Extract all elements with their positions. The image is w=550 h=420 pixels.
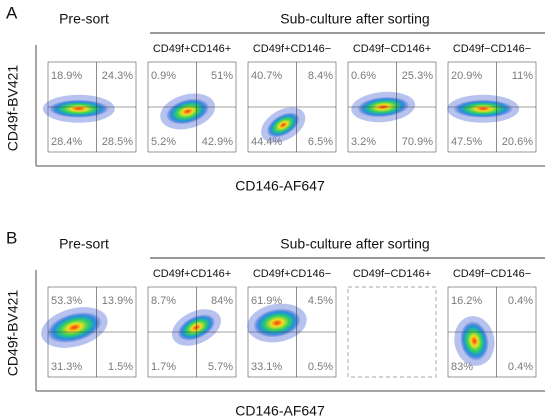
quadrant-percent: 28.4% xyxy=(51,136,82,148)
quadrant-percent: 18.9% xyxy=(51,70,82,82)
plot-title: CD49f−CD146+ xyxy=(353,43,431,55)
quadrant-percent: 28.5% xyxy=(102,136,133,148)
density-core xyxy=(266,112,300,138)
quadrant-percent: 20.6% xyxy=(502,136,533,148)
panel-label: B xyxy=(6,228,17,247)
quadrant-percent: 25.3% xyxy=(402,70,433,82)
y-axis-label: CD49f-BV421 xyxy=(5,290,21,377)
plot-title: CD49f+CD146+ xyxy=(153,268,231,280)
quadrant-percent: 11% xyxy=(512,70,533,82)
subculture-header: Sub-culture after sorting xyxy=(280,236,429,252)
quadrant-percent: 3.2% xyxy=(351,136,376,148)
quadrant-percent: 0.6% xyxy=(351,70,376,82)
density-core xyxy=(453,99,514,118)
quadrant-percent: 24.3% xyxy=(102,70,133,82)
plot-title: CD49f−CD146+ xyxy=(353,268,431,280)
quadrant-percent: 0.4% xyxy=(508,295,533,307)
plot-title: CD49f+CD146+ xyxy=(153,43,231,55)
quadrant-percent: 8.4% xyxy=(308,70,333,82)
density-core xyxy=(166,98,210,125)
subculture-header: Sub-culture after sorting xyxy=(280,11,429,27)
plot-title: CD49f−CD146− xyxy=(453,43,531,55)
quadrant-percent: 13.9% xyxy=(102,295,133,307)
quadrant-percent: 8.7% xyxy=(151,295,176,307)
quadrant-percent: 61.9% xyxy=(251,295,282,307)
quadrant-percent: 0.4% xyxy=(508,361,533,373)
y-axis-label: CD49f-BV421 xyxy=(5,65,21,152)
x-axis-label: CD146-AF647 xyxy=(235,178,325,194)
quadrant-percent: 5.2% xyxy=(151,136,176,148)
quadrant-percent: 33.1% xyxy=(251,361,282,373)
presort-header: Pre-sort xyxy=(59,236,109,252)
quadrant-percent: 40.7% xyxy=(251,70,282,82)
quadrant-percent: 4.5% xyxy=(308,295,333,307)
panel-label: A xyxy=(6,3,18,22)
density-core xyxy=(47,312,102,343)
quadrant-percent: 70.9% xyxy=(402,136,433,148)
quadrant-percent: 51% xyxy=(211,70,233,82)
quadrant-percent: 6.5% xyxy=(308,136,333,148)
x-axis-label: CD146-AF647 xyxy=(235,403,325,419)
quadrant-percent: 0.9% xyxy=(151,70,176,82)
plot-title: CD49f−CD146− xyxy=(453,268,531,280)
quadrant-percent: 42.9% xyxy=(202,136,233,148)
quadrant-percent: 5.7% xyxy=(208,361,233,373)
quadrant-percent: 20.9% xyxy=(451,70,482,82)
empty-plot xyxy=(347,286,437,378)
density-core xyxy=(253,308,301,338)
quadrant-percent: 83% xyxy=(451,361,473,373)
density-core xyxy=(460,321,489,361)
presort-header: Pre-sort xyxy=(59,11,109,27)
quadrant-percent: 0.5% xyxy=(308,361,333,373)
density-core xyxy=(48,99,109,118)
quadrant-percent: 53.3% xyxy=(51,295,82,307)
quadrant-percent: 31.3% xyxy=(51,361,82,373)
plot-title: CD49f+CD146− xyxy=(253,43,331,55)
quadrant-percent: 44.4% xyxy=(251,136,282,148)
quadrant-percent: 1.5% xyxy=(108,361,133,373)
quadrant-percent: 1.7% xyxy=(151,361,176,373)
quadrant-percent: 16.2% xyxy=(451,295,482,307)
quadrant-percent: 84% xyxy=(211,295,233,307)
plot-title: CD49f+CD146− xyxy=(253,268,331,280)
quadrant-percent: 47.5% xyxy=(451,136,482,148)
